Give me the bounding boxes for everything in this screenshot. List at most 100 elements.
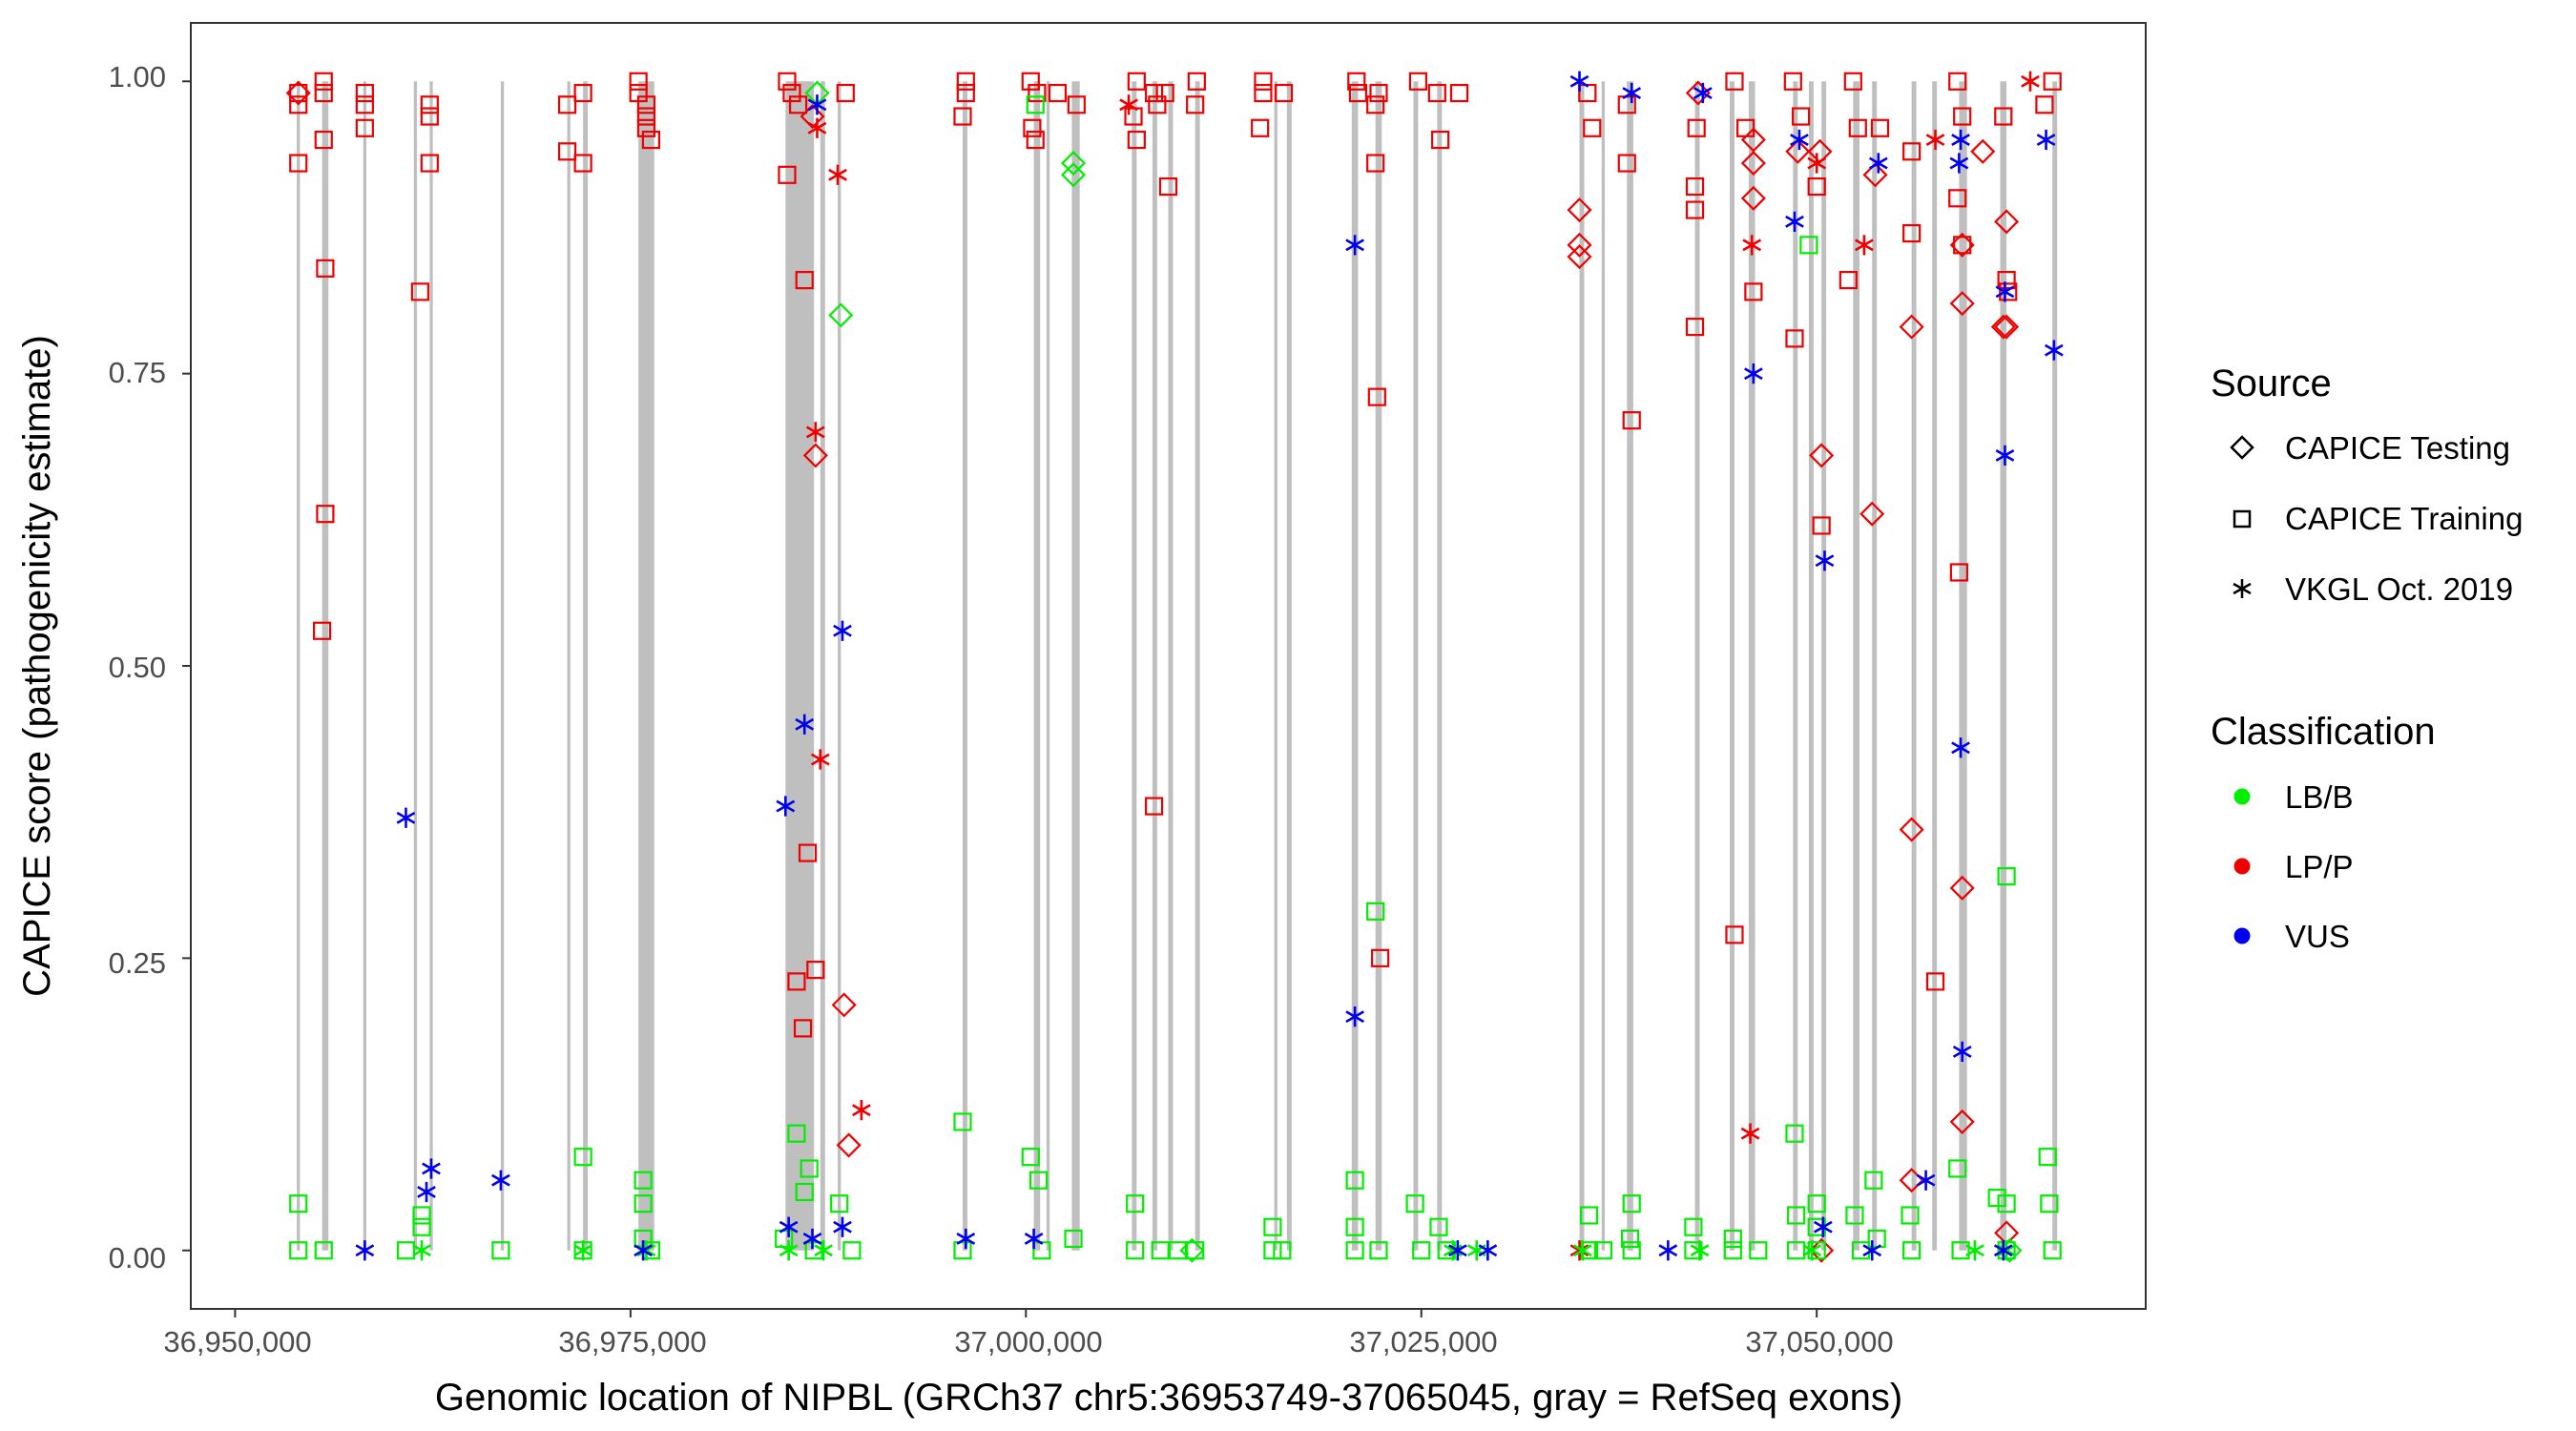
exon-band	[2052, 81, 2058, 1251]
y-axis: 0.00 0.25 0.50 0.75 1.00	[109, 60, 166, 1275]
data-point-square	[1274, 83, 1294, 103]
exon-band	[1853, 81, 1859, 1251]
data-point-square	[2038, 1148, 2057, 1167]
y-tick-label: 0.00	[109, 1241, 166, 1275]
data-point-square	[798, 843, 818, 862]
data-point-square	[1997, 1194, 2016, 1213]
data-point-square	[634, 1171, 653, 1190]
data-point-asterisk	[1740, 1123, 1760, 1144]
data-point-square	[1684, 1217, 1703, 1236]
data-point-square	[1254, 83, 1273, 103]
exon-band	[1872, 81, 1878, 1251]
data-point-diamond	[1740, 185, 1766, 211]
data-point-asterisk	[1965, 1240, 1984, 1261]
data-point-square	[1367, 387, 1386, 406]
data-point-square	[1579, 1206, 1599, 1225]
exon-band	[429, 81, 433, 1251]
data-point-square	[800, 1159, 819, 1178]
data-point-square	[636, 107, 656, 126]
data-point-asterisk	[833, 1216, 852, 1237]
data-point-diamond	[1809, 1237, 1835, 1263]
data-point-square	[1148, 95, 1167, 114]
data-point-diamond	[1179, 1237, 1205, 1263]
data-point-square	[1723, 1229, 1742, 1249]
data-point-square	[1126, 1241, 1145, 1260]
data-point-square	[1785, 1124, 1804, 1143]
exon-band	[322, 81, 329, 1251]
data-point-diamond	[828, 302, 854, 328]
data-point-square	[1787, 1241, 1806, 1260]
data-point-square	[1622, 1194, 1641, 1213]
exon-band	[785, 81, 815, 1251]
exon-band	[1959, 81, 1967, 1251]
data-point-square	[1021, 1148, 1040, 1167]
data-point-asterisk	[1448, 1240, 1467, 1261]
data-point-square	[557, 142, 577, 161]
data-point-square	[557, 95, 577, 114]
data-point-square	[1048, 83, 1068, 103]
data-point-square	[953, 1241, 972, 1260]
data-point-square	[1127, 72, 1146, 91]
data-point-square	[793, 1019, 813, 1038]
exon-band	[1793, 81, 1798, 1251]
data-point-diamond	[1949, 1109, 1975, 1134]
data-point-square	[1843, 72, 1862, 91]
data-point-square	[1345, 1241, 1364, 1260]
data-point-square	[1902, 142, 1922, 161]
data-point-square	[636, 118, 656, 137]
exon-band	[1286, 81, 1292, 1251]
legend-label: LP/P	[2285, 849, 2354, 884]
data-point-square	[830, 1194, 849, 1213]
exon-band	[1694, 81, 1700, 1251]
data-point-square	[1807, 1241, 1826, 1260]
data-point-square	[316, 259, 335, 278]
legend-item: VKGL Oct. 2019	[2233, 571, 2513, 607]
data-point-square	[953, 1112, 972, 1131]
data-point-asterisk	[1622, 82, 1642, 104]
data-point-square	[1812, 516, 1831, 535]
data-point-square	[1902, 223, 1922, 243]
data-point-diamond	[1862, 162, 1888, 188]
data-point-asterisk	[2036, 129, 2056, 151]
data-point-square	[1925, 972, 1945, 991]
x-tick-label: 37,000,000	[954, 1325, 1102, 1358]
data-point-diamond	[831, 992, 857, 1018]
data-point-square	[1987, 1188, 2006, 1208]
data-point-square	[1427, 83, 1446, 103]
data-point-square	[1251, 118, 1270, 137]
data-point-square	[1785, 329, 1804, 348]
data-point-square	[956, 83, 975, 103]
data-point-asterisk	[1785, 211, 1804, 232]
data-point-square	[1067, 95, 1086, 114]
data-point-square	[1902, 1241, 1922, 1260]
x-tick-label: 37,050,000	[1745, 1325, 1893, 1358]
data-point-square	[355, 95, 374, 114]
data-point-asterisk	[1995, 445, 2015, 467]
legend-item: LB/B	[2233, 779, 2354, 815]
data-point-asterisk	[828, 164, 847, 185]
exon-band	[500, 81, 505, 1251]
data-point-asterisk	[412, 1240, 431, 1261]
data-point-square	[355, 118, 374, 137]
data-point-diamond	[1567, 197, 1592, 223]
data-point-asterisk	[1744, 363, 1763, 384]
data-point-diamond	[802, 443, 828, 468]
data-point-asterisk	[1916, 1170, 1936, 1191]
x-tick-label: 37,025,000	[1349, 1325, 1497, 1358]
data-point-square	[778, 165, 797, 184]
data-point-square	[573, 1148, 592, 1167]
data-point-square	[956, 72, 975, 91]
data-point-square	[1429, 1217, 1448, 1236]
data-point-diamond	[1567, 232, 1592, 258]
data-point-square	[1273, 1241, 1292, 1260]
data-point-square	[1723, 1241, 1742, 1260]
data-point-square	[1953, 236, 1972, 255]
data-point-square	[782, 83, 801, 103]
exon-band	[1071, 81, 1080, 1251]
data-point-square	[1807, 1194, 1826, 1213]
data-point-square	[1126, 1194, 1145, 1213]
legend: Source CAPICE Testing CAPICE Training VK…	[2211, 363, 2523, 954]
data-point-asterisk	[1802, 1240, 1822, 1261]
data-point-square	[491, 1241, 510, 1260]
data-point-square	[1725, 925, 1744, 944]
